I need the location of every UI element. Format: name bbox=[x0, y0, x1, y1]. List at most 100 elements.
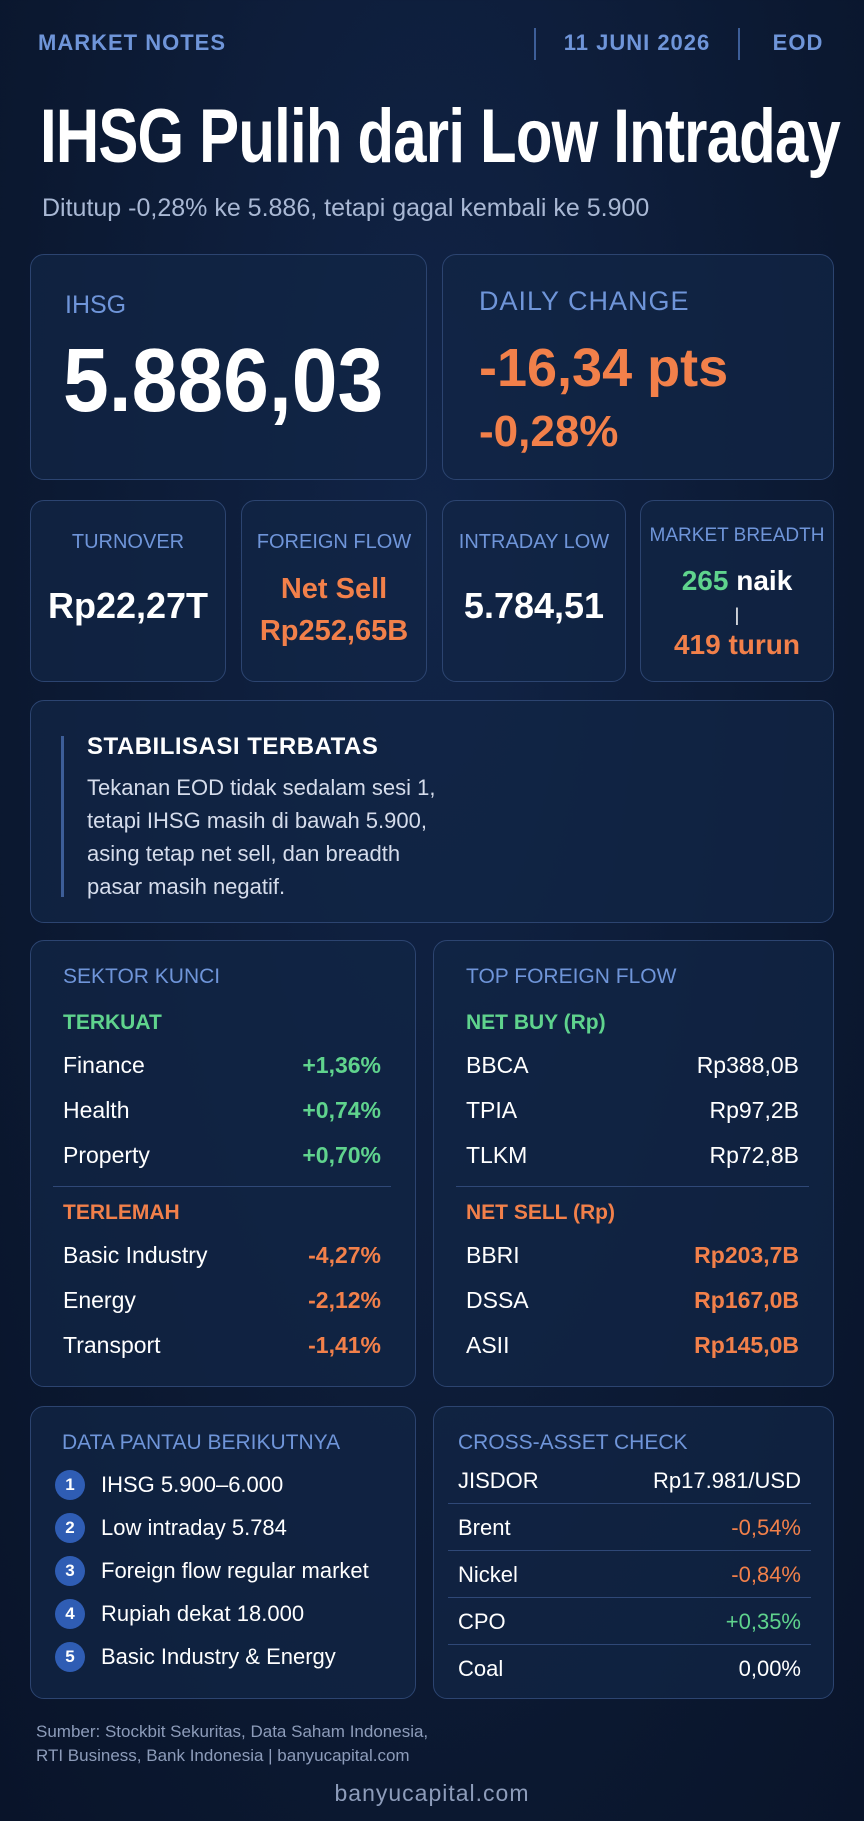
stat-label: INTRADAY LOW bbox=[458, 531, 610, 553]
stat-card: INTRADAY LOW 5.784,51 bbox=[442, 500, 626, 682]
cross-name: Brent bbox=[458, 1515, 511, 1540]
stat-value: 5.784,51 bbox=[463, 585, 605, 626]
change-points: -16,34 pts bbox=[479, 338, 729, 398]
cross-card: CROSS-ASSET CHECK JISDOR Rp17.981/USD Bren… bbox=[433, 1406, 834, 1699]
sectors-title: SEKTOR KUNCI bbox=[63, 965, 221, 988]
change-label: DAILY CHANGE bbox=[479, 286, 690, 316]
row: TPIA Rp97,2B bbox=[466, 1088, 799, 1133]
cross-name: JISDOR bbox=[458, 1468, 539, 1493]
watch-text: Low intraday 5.784 bbox=[101, 1514, 287, 1540]
row-name: Property bbox=[63, 1142, 150, 1168]
foreign-card: TOP FOREIGN FLOW NET BUY (Rp) BBCA Rp388,0… bbox=[433, 940, 834, 1387]
row-name: Energy bbox=[63, 1287, 136, 1313]
watch-number: 3 bbox=[55, 1555, 85, 1586]
cross-name: Nickel bbox=[458, 1562, 518, 1587]
subtitle: Ditutup -0,28% ke 5.886, tetapi gagal ke… bbox=[42, 194, 650, 222]
watch-item: 1 IHSG 5.900–6.000 bbox=[55, 1463, 395, 1506]
row: Transport -1,41% bbox=[63, 1323, 381, 1368]
group-label: NET SELL (Rp) bbox=[466, 1201, 615, 1224]
row-name: BBRI bbox=[466, 1242, 520, 1268]
row: DSSA Rp167,0B bbox=[466, 1278, 799, 1323]
note-title: STABILISASI TERBATAS bbox=[87, 733, 379, 760]
row: Finance +1,36% bbox=[63, 1043, 381, 1088]
cross-value: 0,00% bbox=[738, 1656, 801, 1681]
cross-name: CPO bbox=[458, 1609, 506, 1634]
stat-value: Rp22,27T bbox=[47, 585, 209, 626]
watch-item: 4 Rupiah dekat 18.000 bbox=[55, 1592, 395, 1635]
index-card: IHSG 5.886,03 bbox=[30, 254, 427, 480]
row: BBCA Rp388,0B bbox=[466, 1043, 799, 1088]
group-label: TERLEMAH bbox=[63, 1201, 180, 1224]
row: BBRI Rp203,7B bbox=[466, 1233, 799, 1278]
note-line: pasar masih negatif. bbox=[87, 874, 286, 899]
watch-number: 4 bbox=[55, 1598, 85, 1629]
note-line: Tekanan EOD tidak sedalam sesi 1, bbox=[87, 775, 436, 800]
cross-row: Coal 0,00% bbox=[448, 1645, 811, 1692]
row-value: Rp388,0B bbox=[696, 1052, 799, 1078]
breadth-separator: | bbox=[734, 605, 740, 625]
row-name: Transport bbox=[63, 1332, 161, 1358]
row-name: Basic Industry bbox=[63, 1242, 208, 1268]
watch-number: 5 bbox=[55, 1641, 85, 1672]
footer-source: Sumber: Stockbit Sekuritas, Data Saham I… bbox=[36, 1720, 428, 1768]
watch-text: IHSG 5.900–6.000 bbox=[101, 1471, 284, 1497]
source-line: Sumber: Stockbit Sekuritas, Data Saham I… bbox=[36, 1722, 429, 1741]
source-line: RTI Business, Bank Indonesia | banyucapi… bbox=[36, 1746, 410, 1765]
row-name: TLKM bbox=[466, 1142, 528, 1168]
note-text: Tekanan EOD tidak sedalam sesi 1, tetapi … bbox=[87, 771, 436, 903]
row: ASII Rp145,0B bbox=[466, 1323, 799, 1368]
watch-item: 2 Low intraday 5.784 bbox=[55, 1506, 395, 1549]
stat-value: Net Sell bbox=[280, 573, 388, 605]
watch-text: Foreign flow regular market bbox=[101, 1557, 369, 1583]
stat-label: FOREIGN FLOW bbox=[256, 531, 412, 553]
row-name: ASII bbox=[466, 1332, 510, 1358]
cross-value: +0,35% bbox=[725, 1609, 801, 1634]
row: Basic Industry -4,27% bbox=[63, 1233, 381, 1278]
title: IHSG Pulih dari Low Intraday bbox=[40, 94, 841, 179]
breadth-label: MARKET BREADTH bbox=[649, 525, 825, 546]
row-value: Rp97,2B bbox=[709, 1097, 799, 1123]
cross-value: -0,84% bbox=[731, 1562, 801, 1587]
breadth-card: MARKET BREADTH 265 naik | 419 turun bbox=[640, 500, 834, 682]
divider bbox=[456, 1186, 809, 1187]
stat-card: FOREIGN FLOW Net Sell Rp252,65B bbox=[241, 500, 427, 682]
row-value: -1,41% bbox=[308, 1332, 381, 1358]
breadth-up: 265 naik bbox=[641, 565, 833, 597]
breadth-up-count: 265 bbox=[681, 565, 729, 596]
cross-title: CROSS-ASSET CHECK bbox=[458, 1431, 688, 1454]
row-name: Health bbox=[63, 1097, 130, 1123]
watch-number: 1 bbox=[55, 1469, 85, 1500]
row-name: DSSA bbox=[466, 1287, 529, 1313]
watchlist-title: DATA PANTAU BERIKUTNYA bbox=[62, 1431, 341, 1454]
row: Health +0,74% bbox=[63, 1088, 381, 1133]
row-value: +0,74% bbox=[302, 1097, 381, 1123]
note-line: asing tetap net sell, dan breadth bbox=[87, 841, 401, 866]
note-card: STABILISASI TERBATAS Tekanan EOD tidak s… bbox=[30, 700, 834, 923]
cross-row: JISDOR Rp17.981/USD bbox=[448, 1457, 811, 1504]
group-label: TERKUAT bbox=[63, 1011, 162, 1034]
note-line: tetapi IHSG masih di bawah 5.900, bbox=[87, 808, 427, 833]
row: Property +0,70% bbox=[63, 1133, 381, 1178]
cross-name: Coal bbox=[458, 1656, 504, 1681]
row-value: -2,12% bbox=[308, 1287, 381, 1313]
row: Energy -2,12% bbox=[63, 1278, 381, 1323]
cross-row: CPO +0,35% bbox=[448, 1598, 811, 1645]
stat-label: TURNOVER bbox=[71, 531, 185, 553]
row-name: BBCA bbox=[466, 1052, 529, 1078]
cross-value: Rp17.981/USD bbox=[653, 1468, 801, 1493]
header-divider bbox=[738, 28, 740, 60]
header-divider bbox=[534, 28, 536, 60]
row-value: -4,27% bbox=[308, 1242, 381, 1268]
note-accent bbox=[61, 736, 64, 897]
watchlist-card: DATA PANTAU BERIKUTNYA 1 IHSG 5.900–6.000… bbox=[30, 1406, 416, 1699]
cross-row: Nickel -0,84% bbox=[448, 1551, 811, 1598]
stat-value: Rp252,65B bbox=[259, 615, 409, 647]
foreign-title: TOP FOREIGN FLOW bbox=[466, 965, 677, 988]
group-label: NET BUY (Rp) bbox=[466, 1011, 606, 1034]
watch-text: Basic Industry & Energy bbox=[101, 1643, 336, 1669]
breadth-down: 419 turun bbox=[673, 629, 801, 660]
stat-card: TURNOVER Rp22,27T bbox=[30, 500, 226, 682]
change-percent: -0,28% bbox=[479, 407, 619, 456]
watch-text: Rupiah dekat 18.000 bbox=[101, 1600, 305, 1626]
cross-row: Brent -0,54% bbox=[448, 1504, 811, 1551]
